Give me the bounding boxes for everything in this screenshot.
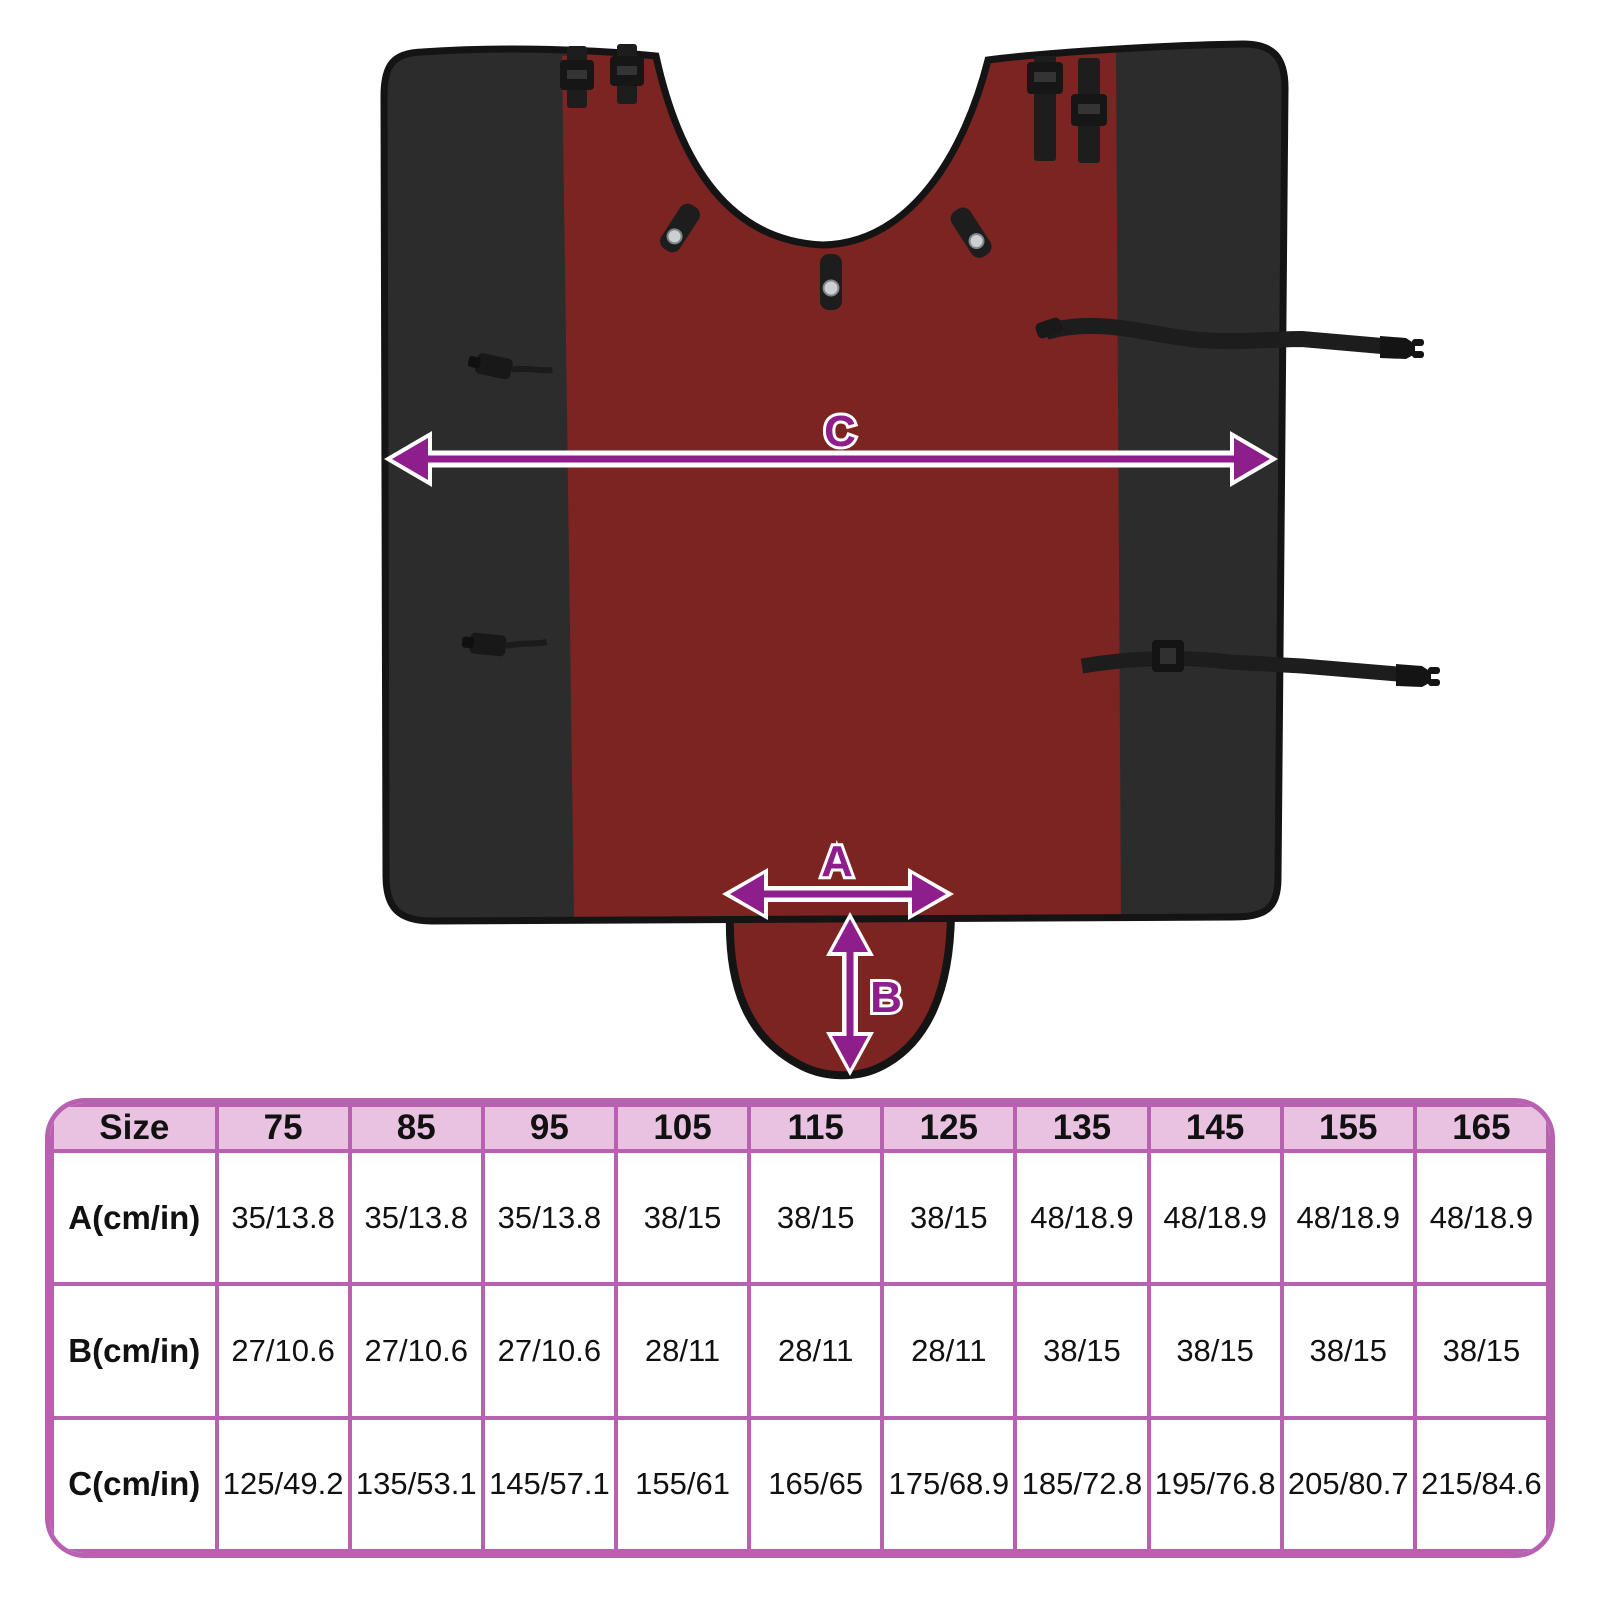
size-table-body: A(cm/in) 35/13.8 35/13.8 35/13.8 38/15 38/15 3… — [50, 1148, 1550, 1553]
snap-stud — [822, 279, 840, 297]
size-table-cell: 125/49.2 — [214, 1415, 352, 1553]
size-chart-table: Size 75 85 95 105 115 125 135 145 155 165 A(cm/in)… — [50, 1103, 1550, 1553]
size-table-header-row: Size 75 85 95 105 115 125 135 145 155 165 — [50, 1103, 1550, 1153]
size-table-cell: 38/15 — [613, 1148, 752, 1287]
ladder-buckle-slot — [567, 70, 587, 79]
size-table-cell: 165/65 — [747, 1415, 885, 1553]
arrow-head — [730, 874, 764, 914]
table-row: C(cm/in) 125/49.2 135/53.1 145/57.1 155/61 16… — [50, 1415, 1550, 1553]
ladder-buckle-slot — [1034, 72, 1056, 82]
size-table-cell: 195/76.8 — [1146, 1415, 1284, 1553]
arrow-head — [1234, 438, 1270, 480]
clip-strap-stub — [505, 639, 548, 649]
right-strap-lower — [1080, 640, 1440, 687]
size-table-size-header: 165 — [1412, 1103, 1550, 1153]
size-table-size-header: 75 — [214, 1103, 352, 1153]
size-table-cell: 38/15 — [1279, 1282, 1417, 1420]
ladder-buckle-slot — [1078, 104, 1100, 114]
snap-stud — [666, 228, 683, 245]
rug-diagram-svg: C A B — [380, 40, 1440, 1080]
size-table-size-header: 105 — [613, 1103, 752, 1153]
rug-edge-binding — [380, 40, 1289, 925]
size-table-cell: 28/11 — [880, 1282, 1018, 1420]
dimension-arrow-a: A — [722, 834, 954, 920]
dimension-arrow-b: B — [826, 912, 905, 1076]
size-table-size-header: 95 — [480, 1103, 618, 1153]
size-table-cell: 155/61 — [613, 1415, 752, 1553]
size-table-cell: 35/13.8 — [214, 1148, 352, 1287]
side-release-clip — [1380, 336, 1415, 359]
left-buckle-lower — [461, 632, 548, 657]
horse-rug-dimension-diagram: C A B — [40, 16, 1600, 1096]
size-table-size-header: 125 — [880, 1103, 1018, 1153]
side-release-clip — [475, 353, 513, 380]
arrow-head — [392, 438, 428, 480]
size-table-cell: 48/18.9 — [1412, 1148, 1550, 1287]
size-table-cell: 27/10.6 — [347, 1282, 485, 1420]
size-chart: Size 75 85 95 105 115 125 135 145 155 165 A(cm/in)… — [45, 1098, 1555, 1558]
table-row: A(cm/in) 35/13.8 35/13.8 35/13.8 38/15 38/15 3… — [50, 1148, 1550, 1287]
dimension-label-b: B — [870, 973, 902, 1022]
front-left-strap-group — [560, 44, 644, 108]
left-buckle-upper — [467, 353, 553, 380]
size-table-cell: 38/15 — [1146, 1282, 1284, 1420]
size-table-row-label: C(cm/in) — [50, 1415, 219, 1553]
clip-prong — [1428, 679, 1440, 686]
size-table-cell: 48/18.9 — [1013, 1148, 1151, 1287]
ladder-buckle-slot — [617, 66, 637, 75]
clip-strap-stub — [511, 365, 553, 374]
rug-center-panel-red — [562, 50, 1121, 918]
size-table-size-header: 145 — [1146, 1103, 1284, 1153]
size-table-cell: 38/15 — [747, 1148, 885, 1287]
size-table-cell: 27/10.6 — [214, 1282, 352, 1420]
size-table-cell: 205/80.7 — [1279, 1415, 1417, 1553]
dimension-arrow-c: C — [384, 404, 1278, 487]
size-table-size-header: 115 — [747, 1103, 885, 1153]
right-strap-upper — [1035, 317, 1424, 359]
size-table-row-label: A(cm/in) — [50, 1148, 219, 1287]
size-table-size-header: 135 — [1013, 1103, 1151, 1153]
arrow-head — [832, 1036, 868, 1069]
side-release-clip-nose — [467, 356, 481, 369]
strap-slider-slot — [1160, 648, 1176, 664]
size-table-cell: 48/18.9 — [1146, 1148, 1284, 1287]
size-table-cell: 27/10.6 — [480, 1282, 618, 1420]
table-row: B(cm/in) 27/10.6 27/10.6 27/10.6 28/11 28/11 2… — [50, 1282, 1550, 1420]
neck-snap-tabs — [660, 203, 992, 310]
clip-prong — [1412, 339, 1424, 346]
dimension-label-c: C — [824, 407, 856, 456]
size-table-cell: 215/84.6 — [1412, 1415, 1550, 1553]
size-table-cell: 38/15 — [1412, 1282, 1550, 1420]
dimension-label-a: A — [821, 837, 853, 886]
size-table-cell: 38/15 — [1013, 1282, 1151, 1420]
size-table-cell: 175/68.9 — [880, 1415, 1018, 1553]
clip-prong — [1428, 667, 1440, 674]
size-table-corner-header: Size — [50, 1103, 219, 1153]
strap-fold — [1035, 317, 1063, 339]
size-table-cell: 48/18.9 — [1279, 1148, 1417, 1287]
side-release-clip — [1396, 664, 1431, 687]
tail-flap — [725, 910, 956, 1080]
size-table-cell: 38/15 — [880, 1148, 1018, 1287]
size-table-cell: 185/72.8 — [1013, 1415, 1151, 1553]
size-table-cell: 28/11 — [613, 1282, 752, 1420]
side-release-clip — [469, 632, 507, 657]
arrow-head — [912, 874, 946, 914]
side-release-clip-nose — [461, 636, 475, 649]
snap-stud — [968, 233, 985, 250]
size-table-cell: 135/53.1 — [347, 1415, 485, 1553]
size-table-size-header: 85 — [347, 1103, 485, 1153]
size-table-cell: 35/13.8 — [347, 1148, 485, 1287]
size-table-size-header: 155 — [1279, 1103, 1417, 1153]
size-table-cell: 35/13.8 — [480, 1148, 618, 1287]
front-right-strap-group — [1027, 56, 1107, 163]
size-table-cell: 28/11 — [747, 1282, 885, 1420]
strap-webbing — [1043, 317, 1383, 354]
size-table-cell: 145/57.1 — [480, 1415, 618, 1553]
size-table-row-label: B(cm/in) — [50, 1282, 219, 1420]
clip-prong — [1412, 351, 1424, 358]
arrow-head — [832, 919, 868, 952]
